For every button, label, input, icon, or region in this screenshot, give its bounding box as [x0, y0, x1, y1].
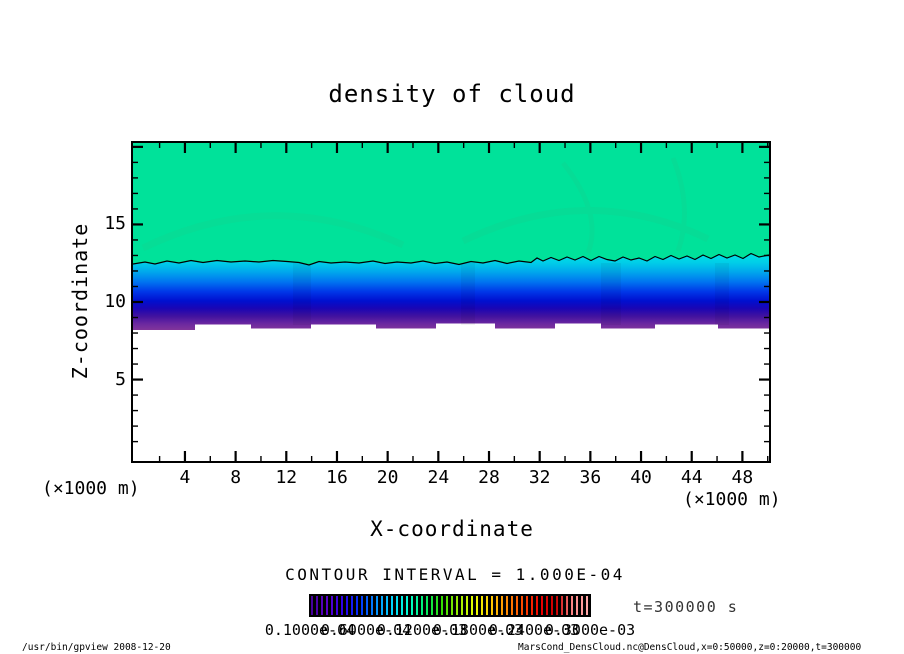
green-arc-shading — [141, 157, 710, 254]
plot-title: density of cloud — [328, 80, 576, 108]
colorbar-tick-label: 0.2400e-03 — [488, 621, 580, 639]
colorbar-tick-label: 0.3000e-03 — [544, 621, 636, 639]
x-tick-label: 36 — [579, 467, 602, 488]
x-tick-label: 40 — [630, 467, 652, 488]
x-axis-title: X-coordinate — [370, 517, 534, 541]
z-tick-label: 10 — [104, 291, 126, 312]
footer-data-source: MarsCond_DensCloud.nc@DensCloud,x=0:5000… — [518, 642, 862, 653]
x-tick-label: 24 — [427, 467, 450, 488]
axis-tick-marks — [133, 143, 769, 461]
colorbar-tick-label: 0.1200e-03 — [376, 621, 468, 639]
contour-line — [133, 252, 769, 266]
colorbar — [309, 594, 591, 617]
x-tick-label: 48 — [731, 467, 754, 488]
x-tick-label: 8 — [230, 467, 242, 488]
x-tick-label: 16 — [326, 467, 348, 488]
x-axis-unit-label: (×1000 m) — [683, 489, 781, 510]
colorbar-tick-label: 0.6000e-04 — [320, 621, 412, 639]
vertical-streaks — [293, 263, 729, 325]
colorbar-tick-label: 0.1000e-04 — [264, 621, 356, 639]
z-tick-label: 15 — [104, 213, 126, 235]
x-tick-label: 12 — [275, 467, 298, 488]
colorbar-tick-label: 0.1800e-03 — [432, 621, 524, 639]
x-tick-label: 32 — [528, 467, 551, 488]
contour-plot — [133, 143, 769, 461]
z-tick-label: 5 — [115, 368, 126, 390]
contour-interval-caption: CONTOUR INTERVAL = 1.000E-04 — [285, 565, 625, 584]
green-density-region — [133, 143, 769, 268]
plot-area — [131, 141, 771, 463]
footer-command-line: /usr/bin/gpview 2008-12-20 — [22, 642, 171, 653]
x-tick-label: 44 — [680, 467, 703, 488]
z-axis-title: Z-coordinate — [68, 222, 92, 380]
time-annotation: t=300000 s — [633, 598, 739, 616]
cloud-gradient-band — [133, 253, 769, 330]
x-tick-label: 20 — [376, 467, 399, 488]
x-tick-label: 28 — [478, 467, 500, 488]
x-tick-label: 4 — [179, 467, 191, 488]
z-axis-unit-label: (×1000 m) — [42, 478, 140, 499]
